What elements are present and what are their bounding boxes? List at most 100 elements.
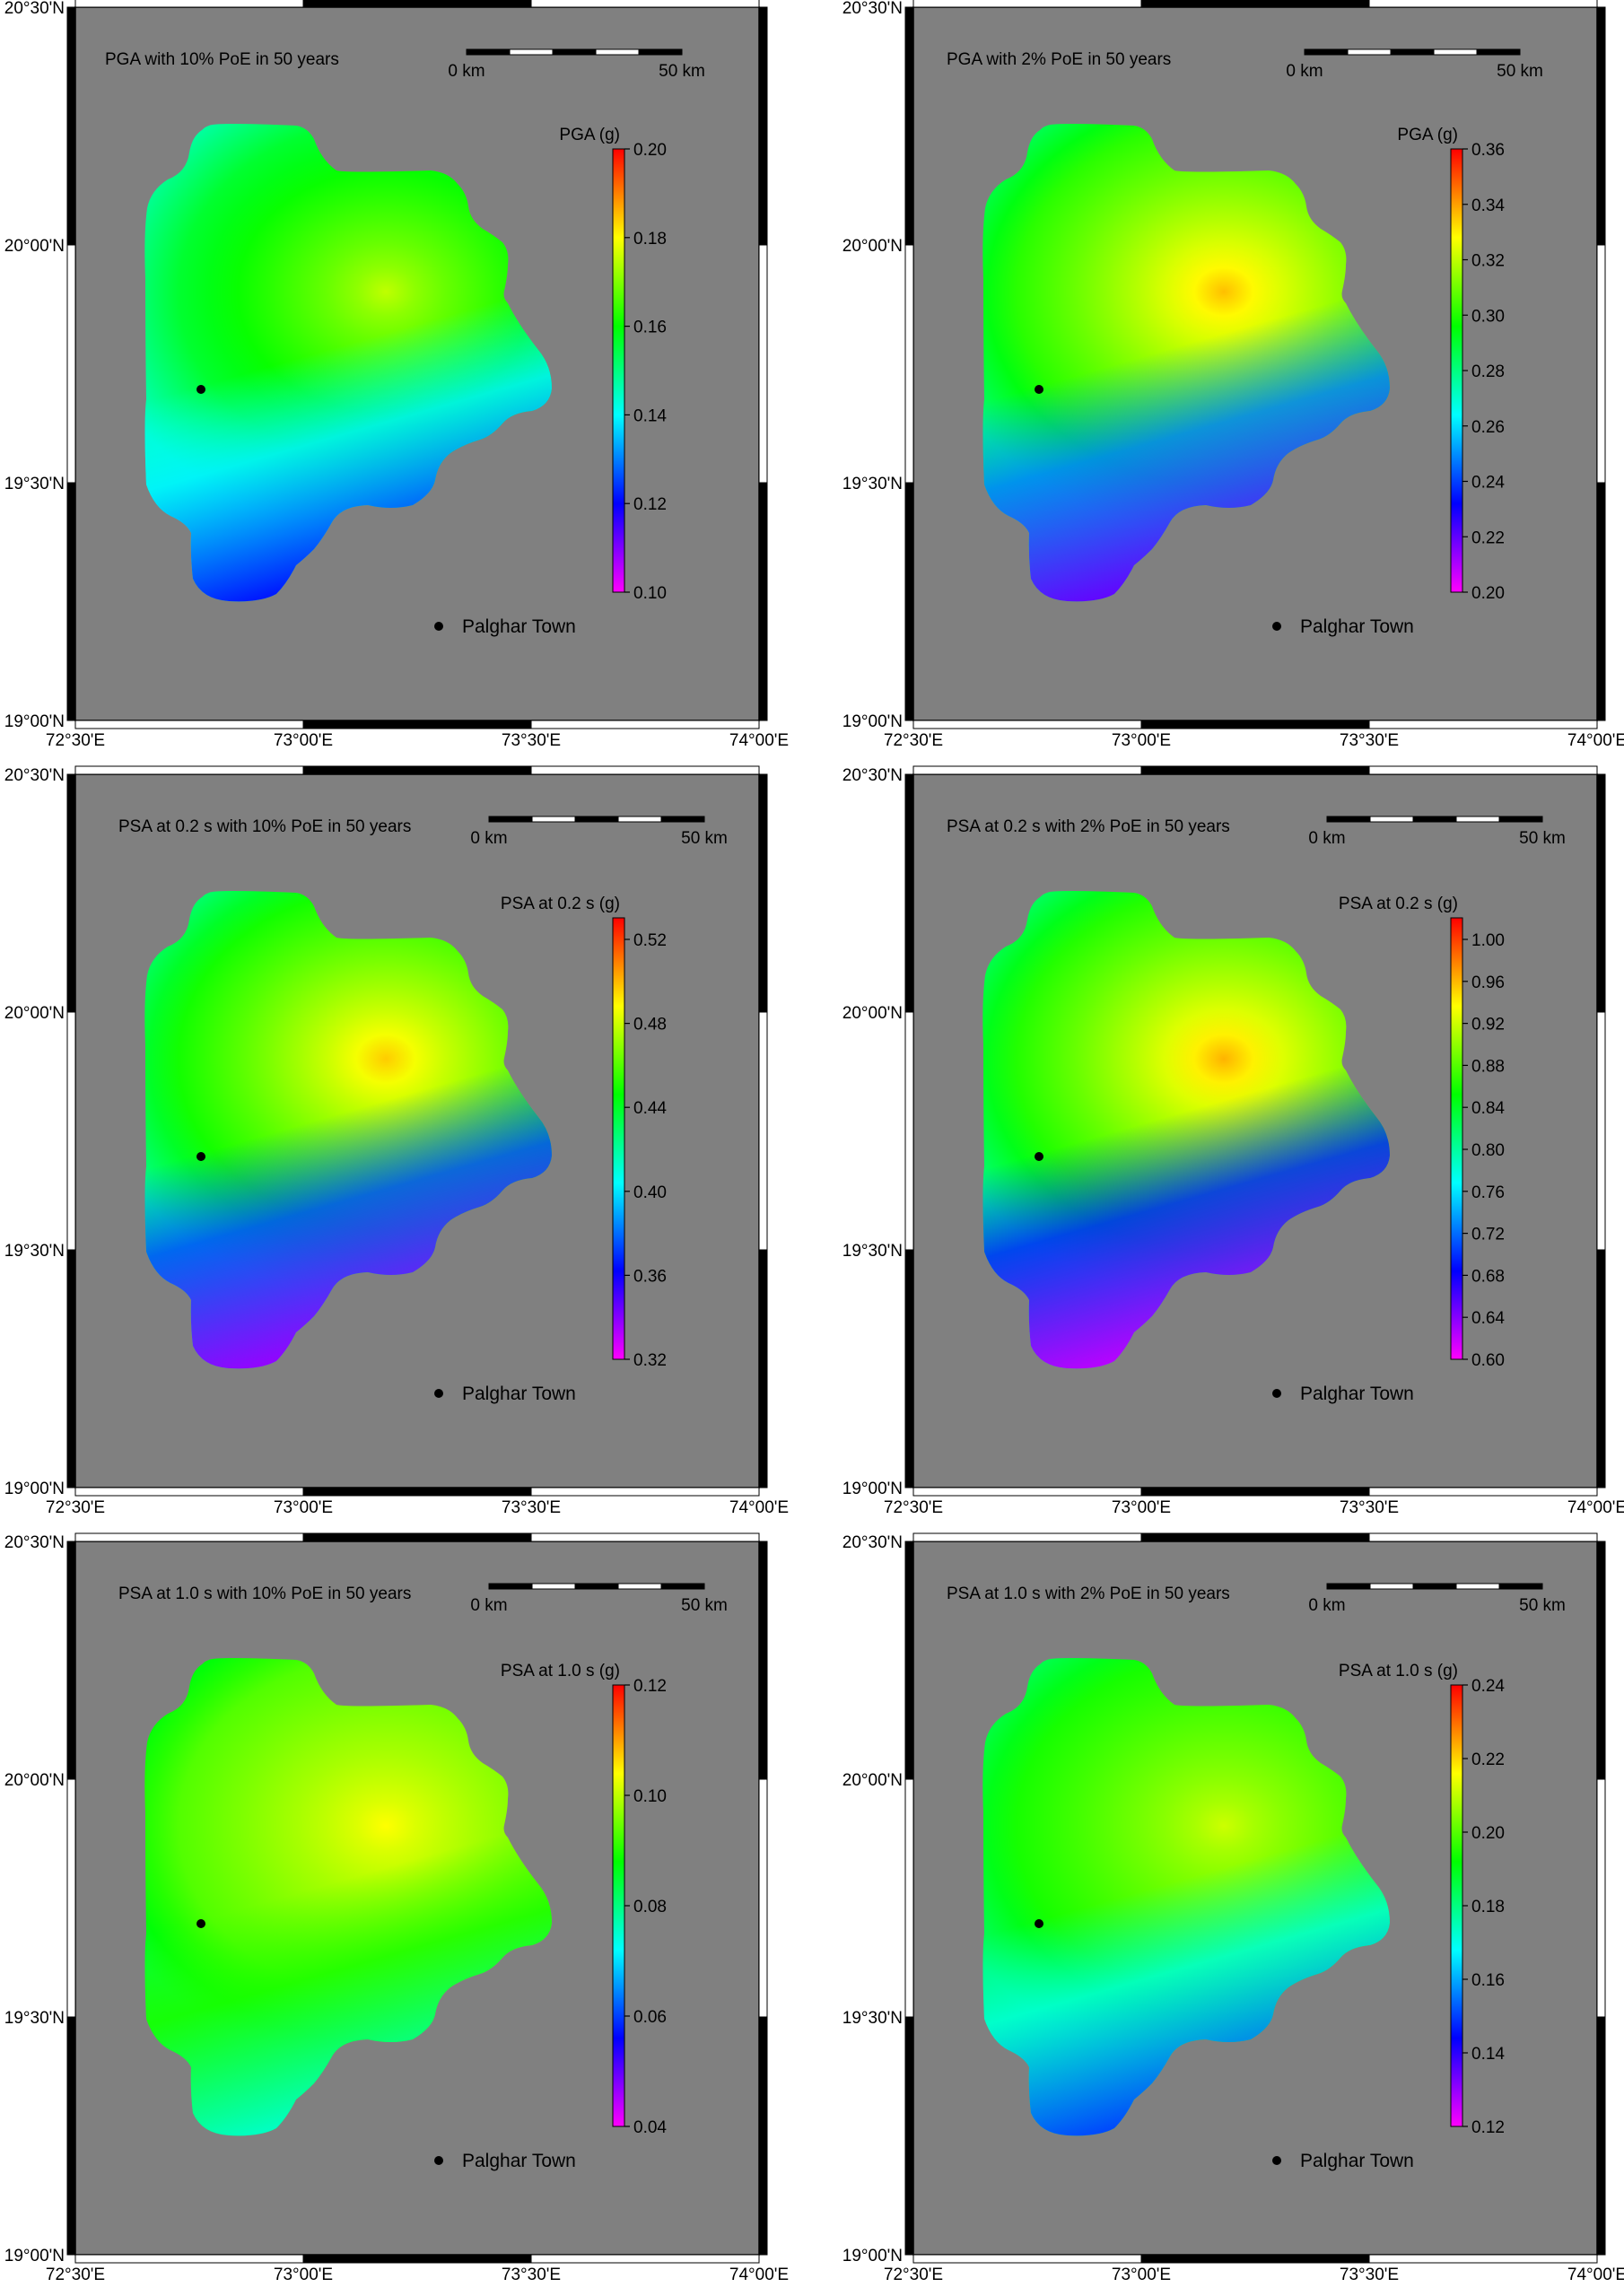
- palghar-town-marker: [1035, 1152, 1043, 1161]
- colorbar-tick-label: 0.32: [633, 1351, 667, 1370]
- scale-bar-start-label: 0 km: [1286, 62, 1323, 81]
- map-canvas: 72°30'E 73°00'E 73°30'E 74°00'E 20°30'N 20°00…: [4, 1532, 789, 2284]
- legend-town-label: Palghar Town: [462, 1384, 576, 1404]
- latitude-tick-label: 19°00'N: [843, 712, 903, 731]
- scale-bar-end-label: 50 km: [659, 62, 705, 81]
- legend-town-label: Palghar Town: [1300, 1384, 1414, 1404]
- scale-bar-start-label: 0 km: [470, 1596, 507, 1615]
- latitude-tick-label: 20°00'N: [4, 237, 65, 256]
- latitude-tick-label: 20°30'N: [843, 0, 903, 18]
- latitude-tick-label: 19°00'N: [843, 2247, 903, 2265]
- colorbar-tick-label: 0.64: [1471, 1309, 1505, 1328]
- longitude-tick-label: 73°00'E: [274, 731, 333, 750]
- longitude-tick-label: 73°30'E: [1340, 1498, 1399, 1517]
- scale-bar: [1326, 1583, 1543, 1590]
- palghar-town-marker: [196, 1919, 205, 1928]
- map-canvas: 72°30'E 73°00'E 73°30'E 74°00'E 20°30'N 20°00…: [4, 0, 789, 750]
- latitude-tick-label: 19°30'N: [843, 475, 903, 493]
- palghar-town-marker: [196, 385, 205, 394]
- map-frame: [66, 0, 768, 729]
- legend-town-label: Palghar Town: [1300, 2151, 1414, 2171]
- colorbar-tick-label: 0.06: [633, 2008, 667, 2027]
- longitude-tick-label: 72°30'E: [884, 731, 943, 750]
- legend-town-symbol: [434, 622, 443, 631]
- latitude-tick-label: 20°30'N: [843, 766, 903, 785]
- map-title: PSA at 1.0 s with 2% PoE in 50 years: [947, 1585, 1230, 1603]
- hazard-map-panel: 72°30'E 73°00'E 73°30'E 74°00'E 20°30'N 20°00…: [838, 0, 1624, 762]
- colorbar-tick-label: 0.96: [1471, 973, 1505, 992]
- colorbar-title: PSA at 0.2 s (g): [501, 895, 620, 913]
- map-title: PSA at 1.0 s with 10% PoE in 50 years: [118, 1585, 411, 1603]
- map-title: PGA with 2% PoE in 50 years: [947, 50, 1171, 69]
- colorbar-tick-label: 0.12: [633, 1677, 667, 1696]
- scale-bar: [488, 1583, 705, 1590]
- colorbar-tick-label: 0.22: [1471, 1750, 1505, 1769]
- map-frame: [904, 1532, 1606, 2264]
- colorbar-tick-label: 0.12: [633, 495, 667, 514]
- latitude-tick-label: 19°00'N: [4, 712, 65, 731]
- scale-bar: [466, 48, 683, 56]
- latitude-tick-label: 20°00'N: [4, 1771, 65, 1790]
- longitude-tick-label: 73°00'E: [1112, 2265, 1171, 2284]
- colorbar-tick-label: 1.00: [1471, 931, 1505, 950]
- scale-bar: [488, 816, 705, 823]
- map-title: PGA with 10% PoE in 50 years: [105, 50, 339, 69]
- legend-town-symbol: [434, 2156, 443, 2165]
- longitude-tick-label: 74°00'E: [1567, 2265, 1624, 2284]
- longitude-tick-label: 74°00'E: [729, 731, 789, 750]
- palghar-town-marker: [196, 1152, 205, 1161]
- latitude-tick-label: 20°30'N: [4, 1533, 65, 1552]
- colorbar-tick-label: 0.84: [1471, 1099, 1505, 1118]
- colorbar-tick-label: 0.22: [1471, 528, 1505, 547]
- map-frame: [904, 765, 1606, 1497]
- latitude-tick-label: 19°30'N: [4, 2009, 65, 2028]
- colorbar-tick-label: 0.36: [633, 1267, 667, 1286]
- colorbar-tick-label: 0.14: [633, 406, 667, 425]
- latitude-tick-label: 20°30'N: [4, 0, 65, 18]
- map-canvas: 72°30'E 73°00'E 73°30'E 74°00'E 20°30'N 20°00…: [4, 765, 789, 1517]
- colorbar-tick-label: 0.18: [1471, 1898, 1505, 1916]
- map-title: PSA at 0.2 s with 2% PoE in 50 years: [947, 817, 1230, 836]
- latitude-tick-label: 19°00'N: [4, 2247, 65, 2265]
- colorbar-tick-label: 0.16: [633, 319, 667, 337]
- scale-bar-start-label: 0 km: [1308, 829, 1345, 848]
- colorbar-title: PSA at 0.2 s (g): [1339, 895, 1458, 913]
- colorbar-tick-label: 0.32: [1471, 252, 1505, 271]
- hazard-map-panel: 72°30'E 73°00'E 73°30'E 74°00'E 20°30'N 20°00…: [0, 0, 789, 762]
- longitude-tick-label: 74°00'E: [1567, 731, 1624, 750]
- longitude-tick-label: 72°30'E: [46, 2265, 105, 2284]
- map-canvas: 72°30'E 73°00'E 73°30'E 74°00'E 20°30'N 20°00…: [843, 765, 1624, 1517]
- colorbar-tick-label: 0.14: [1471, 2045, 1505, 2064]
- colorbar-tick-label: 0.26: [1471, 418, 1505, 437]
- colorbar-tick-label: 0.24: [1471, 474, 1505, 493]
- colorbar-tick-label: 0.34: [1471, 196, 1505, 215]
- colorbar-title: PGA (g): [559, 126, 620, 144]
- colorbar-title: PGA (g): [1397, 126, 1458, 144]
- scale-bar-end-label: 50 km: [1519, 829, 1566, 848]
- hazard-map-panel: 72°30'E 73°00'E 73°30'E 74°00'E 20°30'N 20°00…: [838, 1532, 1624, 2296]
- colorbar-tick-label: 0.10: [633, 1787, 667, 1806]
- latitude-tick-label: 20°00'N: [4, 1004, 65, 1023]
- map-canvas: 72°30'E 73°00'E 73°30'E 74°00'E 20°30'N 20°00…: [843, 0, 1624, 750]
- scale-bar-end-label: 50 km: [681, 1596, 728, 1615]
- scale-bar-end-label: 50 km: [681, 829, 728, 848]
- latitude-tick-label: 20°30'N: [4, 766, 65, 785]
- colorbar: [1450, 1684, 1468, 2127]
- colorbar-tick-label: 0.68: [1471, 1267, 1505, 1286]
- colorbar-tick-label: 0.80: [1471, 1141, 1505, 1160]
- colorbar-tick-label: 0.76: [1471, 1183, 1505, 1202]
- colorbar-tick-label: 0.44: [633, 1099, 667, 1118]
- longitude-tick-label: 72°30'E: [884, 1498, 943, 1517]
- map-canvas: 72°30'E 73°00'E 73°30'E 74°00'E 20°30'N 20°00…: [843, 1532, 1624, 2284]
- longitude-tick-label: 73°30'E: [502, 2265, 561, 2284]
- colorbar-tick-label: 0.30: [1471, 307, 1505, 326]
- colorbar-tick-label: 0.08: [633, 1898, 667, 1916]
- longitude-tick-label: 74°00'E: [729, 1498, 789, 1517]
- latitude-tick-label: 19°00'N: [4, 1480, 65, 1498]
- latitude-tick-label: 19°30'N: [4, 1242, 65, 1261]
- latitude-tick-label: 19°30'N: [4, 475, 65, 493]
- colorbar-tick-label: 0.72: [1471, 1226, 1505, 1244]
- colorbar-tick-label: 0.18: [633, 230, 667, 249]
- longitude-tick-label: 73°00'E: [274, 2265, 333, 2284]
- latitude-tick-label: 19°30'N: [843, 2009, 903, 2028]
